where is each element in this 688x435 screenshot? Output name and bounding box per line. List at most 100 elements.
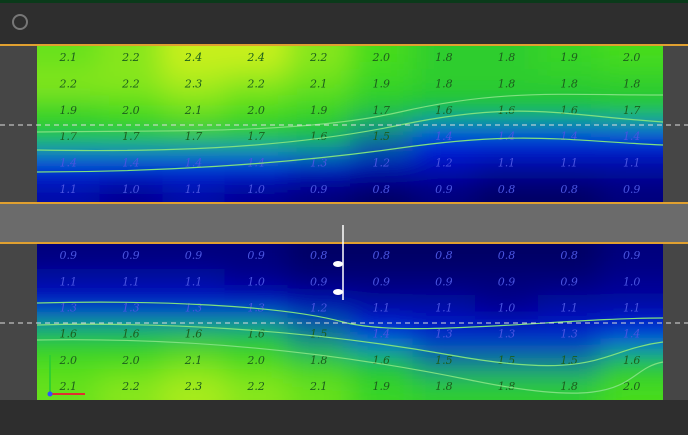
cell	[600, 347, 663, 375]
value-label: 1.6	[560, 104, 578, 117]
value-label: 1.1	[623, 301, 641, 314]
cell	[99, 45, 164, 73]
value-label: 0.9	[623, 249, 641, 262]
value-label: 2.0	[121, 354, 140, 367]
value-label: 1.4	[498, 130, 516, 143]
value-label: 1.7	[122, 130, 140, 143]
cell	[37, 124, 101, 152]
cell	[224, 373, 289, 400]
value-label: 2.2	[246, 380, 265, 393]
cell	[287, 373, 351, 400]
value-label: 1.4	[560, 130, 578, 143]
cell	[224, 269, 289, 297]
cell	[600, 269, 663, 297]
value-label: 1.5	[560, 354, 578, 367]
value-label: 2.1	[59, 380, 78, 393]
cell	[162, 347, 226, 375]
cell	[37, 45, 101, 73]
contours	[36, 93, 664, 394]
value-label: 1.8	[560, 78, 578, 91]
cell	[224, 176, 289, 203]
value-label: 1.6	[498, 104, 516, 117]
bottom-panel: 0.9 0.9 0.9 0.9 0.8 0.8 0.8 0.8 0.8 0.9 1.1 1.1 1.1 1…	[37, 243, 663, 400]
cell	[99, 269, 164, 297]
value-label: 0.9	[498, 275, 516, 288]
cell	[350, 269, 414, 297]
value-label: 1.9	[60, 104, 78, 117]
cell	[412, 176, 477, 203]
value-label: 0.9	[247, 249, 265, 262]
cell	[412, 295, 477, 323]
cell	[537, 269, 602, 297]
value-label: 1.3	[498, 328, 516, 341]
value-label: 1.4	[60, 157, 78, 170]
top-edge	[0, 0, 688, 3]
value-label: 1.4	[623, 328, 641, 341]
cell	[37, 347, 101, 375]
value-label: 1.9	[560, 51, 578, 64]
luminaire[interactable]	[333, 261, 343, 267]
settings-icon[interactable]	[12, 14, 28, 30]
cell	[537, 150, 602, 178]
cell	[37, 243, 101, 271]
value-label: 0.8	[310, 249, 328, 262]
value-label: 0.9	[310, 275, 328, 288]
cell	[412, 124, 477, 152]
cell	[162, 269, 226, 297]
value-label: 1.7	[373, 104, 391, 117]
cell	[287, 124, 351, 152]
value-label: 1.3	[560, 328, 578, 341]
cell	[37, 71, 101, 99]
cell	[99, 124, 164, 152]
cell	[99, 150, 164, 178]
cell	[162, 124, 226, 152]
value-label: 1.1	[60, 275, 78, 288]
luminaire[interactable]	[333, 289, 343, 295]
value-label: 2.0	[246, 354, 265, 367]
cell	[99, 321, 164, 349]
value-label: 0.9	[623, 183, 641, 196]
value-label: 1.7	[623, 104, 641, 117]
cell	[475, 269, 539, 297]
value-label: 2.3	[184, 380, 203, 393]
cell	[537, 45, 602, 73]
cell	[37, 150, 101, 178]
cell	[537, 373, 602, 400]
value-label: 1.8	[310, 354, 328, 367]
value-label: 1.5	[373, 130, 391, 143]
value-label: 0.9	[435, 275, 453, 288]
value-label: 2.0	[622, 51, 641, 64]
cell	[99, 176, 164, 203]
cell	[600, 45, 663, 73]
cell	[162, 243, 226, 271]
value-label: 1.9	[373, 78, 391, 91]
cell	[287, 321, 351, 349]
cell	[224, 45, 289, 73]
value-label: 1.6	[185, 328, 203, 341]
value-label: 2.0	[121, 104, 140, 117]
cell	[412, 150, 477, 178]
road-strip	[0, 203, 688, 243]
value-label: 0.9	[560, 275, 578, 288]
value-label: 2.0	[622, 380, 641, 393]
value-label: 2.2	[246, 78, 265, 91]
origin	[47, 391, 53, 397]
value-label: 2.0	[372, 51, 391, 64]
cell	[600, 243, 663, 271]
cell	[475, 243, 539, 271]
cell	[162, 71, 226, 99]
value-label: 0.8	[373, 183, 391, 196]
cell	[537, 295, 602, 323]
top-bar	[0, 0, 688, 45]
value-label: 2.2	[309, 51, 328, 64]
cell	[99, 295, 164, 323]
value-label: 1.7	[60, 130, 78, 143]
cell	[224, 71, 289, 99]
value-label: 1.6	[310, 130, 328, 143]
value-label: 2.2	[59, 78, 78, 91]
value-label: 2.0	[59, 354, 78, 367]
value-label: 1.9	[310, 104, 328, 117]
cell	[162, 45, 226, 73]
value-label: 1.1	[498, 157, 516, 170]
